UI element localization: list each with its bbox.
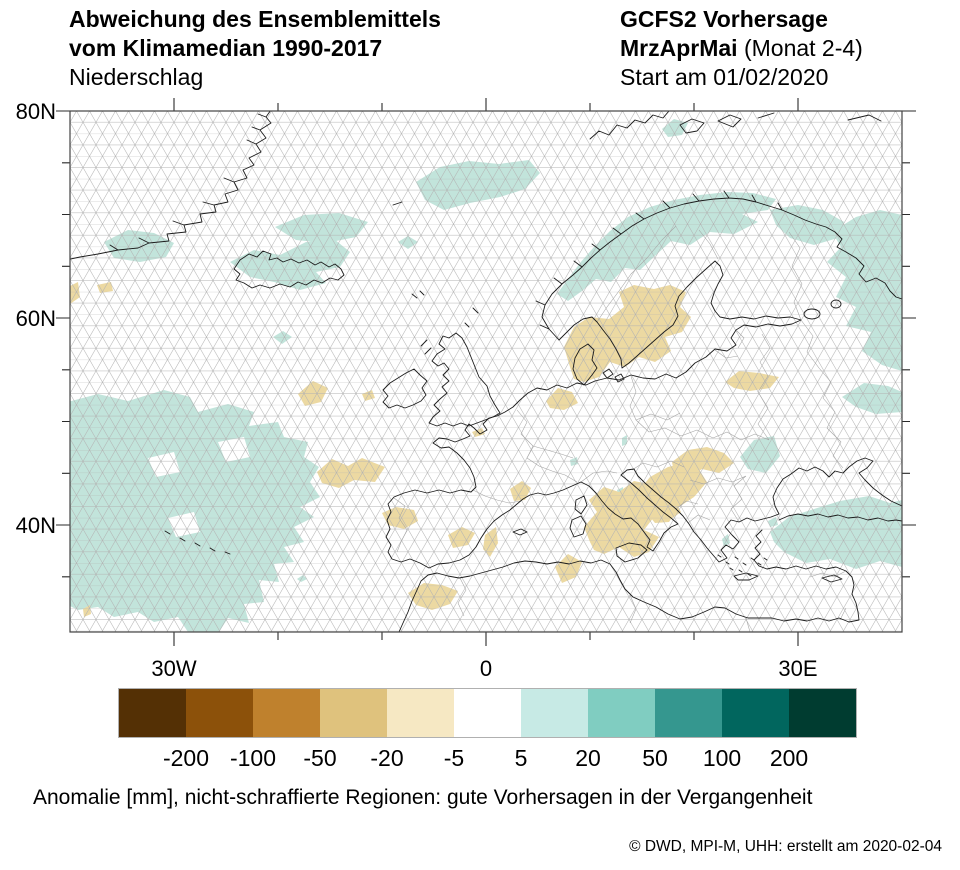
top-major-ticks [173,98,799,111]
black-sea-coastline [772,457,902,522]
colorbar-segment [320,689,387,737]
lat-tick-label-40n: 40N [15,513,56,538]
lat-tick-label-60n: 60N [15,306,56,331]
lon-tick-label-30w: 30W [151,656,197,681]
hatching-overlay [70,111,902,632]
greenland-coastline [70,111,272,260]
map-canvas [56,98,916,646]
left-title-block: Abweichung des Ensemblemittels vom Klima… [69,5,441,92]
colorbar-segment [253,689,320,737]
colorbar-tick-label: 20 [575,745,601,771]
colorbar-tick-label: 50 [642,745,668,771]
map-frame [69,110,903,633]
right-major-ticks [902,110,916,526]
lake-ladoga [803,308,821,320]
jan-mayen-coastline [392,201,403,206]
colorbar-tick-label: 100 [702,745,742,771]
colorbar-tick-label: 5 [514,745,528,771]
mediterranean-islands-coastline [512,495,843,583]
lon-tick-label-30e: 30E [778,656,818,681]
colorbar-tick-label: -200 [162,745,210,771]
bottom-minor-ticks [277,632,695,640]
lake-onega [830,299,842,309]
bottom-major-ticks [173,632,799,646]
colorbar-segment [521,689,588,737]
right-title-block: GCFS2 Vorhersage MrzAprMai (Monat 2-4) S… [620,5,863,92]
denmark-coastline [572,343,625,386]
forecast-period-detail: (Monat 2-4) [737,35,863,61]
colorbar-segment [119,689,186,737]
turkey-africa-coastline [398,529,860,632]
top-minor-ticks [277,103,695,111]
lat-tick-label-80n: 80N [15,99,56,124]
right-minor-ticks [902,162,910,578]
colorbar-tick-label: -20 [370,745,404,771]
forecast-period: MrzAprMai (Monat 2-4) [620,34,863,63]
page-title-line1: Abweichung des Ensemblemittels [69,6,441,32]
aegean-islands-dots [717,554,768,577]
page-title-line2: vom Klimamedian 1990-2017 [69,35,383,61]
country-borders [393,225,847,632]
europe-mainland-coastline [385,380,780,569]
baltic-coastline [558,260,802,382]
colorbar-tick-label: -100 [229,745,277,771]
lon-tick-label-0: 0 [479,656,493,681]
colorbar-segment [454,689,521,737]
norway-coastline [535,190,902,341]
copyright-footer: © DWD, MPI-M, UHH: erstellt am 2020-02-0… [629,838,942,855]
coastlines [70,111,902,632]
start-date-line: Start am 01/02/2020 [620,64,829,90]
iceland-coastline [233,250,345,289]
colorbar-segment [789,689,856,737]
azores-dots [164,530,231,555]
colorbar-segment [588,689,655,737]
model-title: GCFS2 Vorhersage [620,6,828,32]
britain-coastline [411,290,501,427]
left-major-ticks [56,110,70,526]
left-minor-ticks [62,162,70,578]
colorbar-segment [387,689,454,737]
axis-ticks [56,98,916,646]
colorbar-segment [655,689,722,737]
variable-subtitle: Niederschlag [69,64,204,90]
legend-caption: Anomalie [mm], nicht-schraffierte Region… [33,786,813,809]
colorbar-tick-label: -50 [303,745,337,771]
colorbar-tick-label: -5 [443,745,465,771]
forecast-period-months: MrzAprMai [620,35,738,61]
colorbar-labels: -200 -100 -50 -20 -5 5 20 50 100 200 [119,745,856,773]
colorbar-tick-label: 200 [769,745,809,771]
colorbar-segment [186,689,253,737]
map-area [55,96,917,647]
colorbar-segments [118,688,857,738]
ireland-coastline [382,368,428,409]
svalbard-coastline [589,111,882,140]
colorbar-segment [722,689,789,737]
